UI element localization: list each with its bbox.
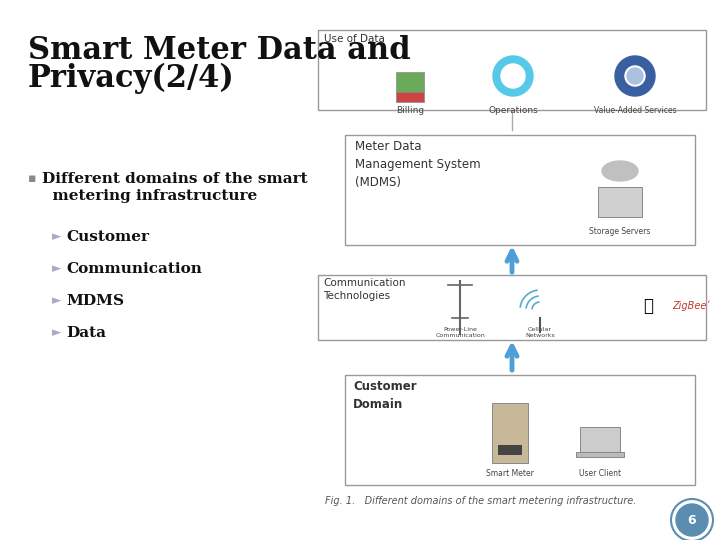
Text: Use of Data: Use of Data [324, 34, 385, 44]
Text: Smart Meter: Smart Meter [486, 469, 534, 478]
Text: Communication
Technologies: Communication Technologies [323, 278, 405, 301]
Polygon shape [615, 56, 655, 96]
Text: Data: Data [66, 326, 106, 340]
Text: Privacy(2/4): Privacy(2/4) [28, 63, 235, 94]
Polygon shape [627, 68, 643, 84]
Text: ▪: ▪ [28, 172, 37, 185]
Text: ►: ► [52, 230, 62, 243]
Bar [576, 452, 624, 457]
Text: Customer: Customer [66, 230, 149, 244]
Text: Customer
Domain: Customer Domain [353, 380, 417, 411]
Text: Fig. 1.   Different domains of the smart metering infrastructure.: Fig. 1. Different domains of the smart m… [325, 496, 636, 506]
Bar [580, 427, 620, 455]
Circle shape [676, 504, 708, 536]
Text: Meter Data
Management System
(MDMS): Meter Data Management System (MDMS) [355, 140, 481, 189]
Text: ►: ► [52, 262, 62, 275]
Bar [492, 403, 528, 463]
Text: Different domains of the smart: Different domains of the smart [42, 172, 307, 186]
Bar [498, 445, 522, 455]
Text: Smart Meter Data and: Smart Meter Data and [28, 35, 410, 66]
Text: Value-Added Services: Value-Added Services [594, 106, 676, 115]
Bar [318, 30, 706, 110]
Bar [318, 275, 706, 340]
Bar [598, 187, 642, 217]
Text: metering infrastructure: metering infrastructure [42, 189, 257, 203]
Text: Cellular
Networks: Cellular Networks [525, 327, 555, 338]
Text: Storage Servers: Storage Servers [589, 227, 651, 236]
Bar [345, 135, 695, 245]
Text: 6: 6 [688, 514, 696, 526]
Text: Communication: Communication [66, 262, 202, 276]
Bar [345, 375, 695, 485]
Polygon shape [493, 56, 533, 96]
Text: MDMS: MDMS [66, 294, 124, 308]
Text: 🔴: 🔴 [643, 296, 653, 314]
Text: Operations: Operations [488, 106, 538, 115]
Text: ►: ► [52, 326, 62, 339]
Text: ►: ► [52, 294, 62, 307]
Text: Billing: Billing [396, 106, 424, 115]
Polygon shape [501, 64, 525, 88]
Bar [396, 92, 424, 102]
Polygon shape [602, 161, 638, 181]
Polygon shape [625, 66, 645, 86]
Bar [396, 72, 424, 92]
Text: User Client: User Client [579, 469, 621, 478]
Text: Power-Line
Communication: Power-Line Communication [435, 327, 485, 338]
Text: ZigBeeʹ: ZigBeeʹ [672, 300, 709, 310]
